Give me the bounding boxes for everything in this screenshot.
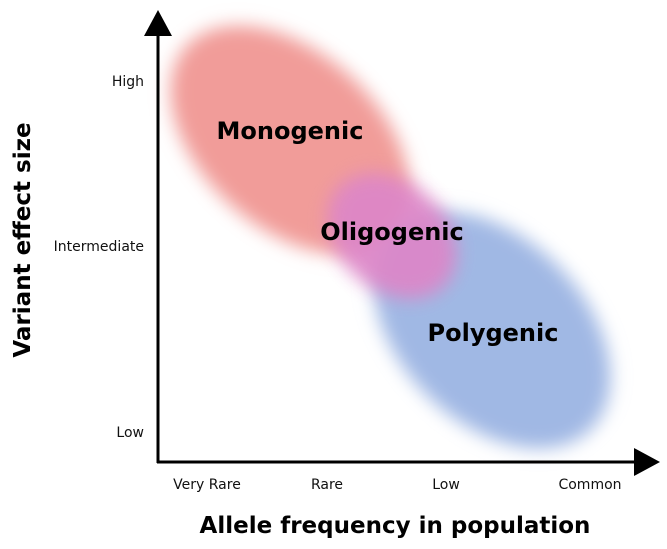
x-axis-arrow-icon xyxy=(634,448,660,476)
x-tick-low: Low xyxy=(432,477,460,493)
x-axis-title: Allele frequency in population xyxy=(200,513,591,539)
y-tick-high: High xyxy=(112,74,144,90)
monogenic-label: Monogenic xyxy=(217,117,364,145)
x-tick-rare: Rare xyxy=(311,477,343,493)
oligogenic-label: Oligogenic xyxy=(320,218,464,246)
polygenic-label: Polygenic xyxy=(428,319,559,347)
y-axis-title: Variant effect size xyxy=(10,122,36,357)
oligogenic-region xyxy=(327,173,457,299)
y-tick-intermediate: Intermediate xyxy=(54,239,144,255)
x-tick-very-rare: Very Rare xyxy=(173,477,241,493)
y-axis-arrow-icon xyxy=(144,10,172,36)
x-tick-common: Common xyxy=(558,477,621,493)
y-tick-low: Low xyxy=(116,425,144,441)
